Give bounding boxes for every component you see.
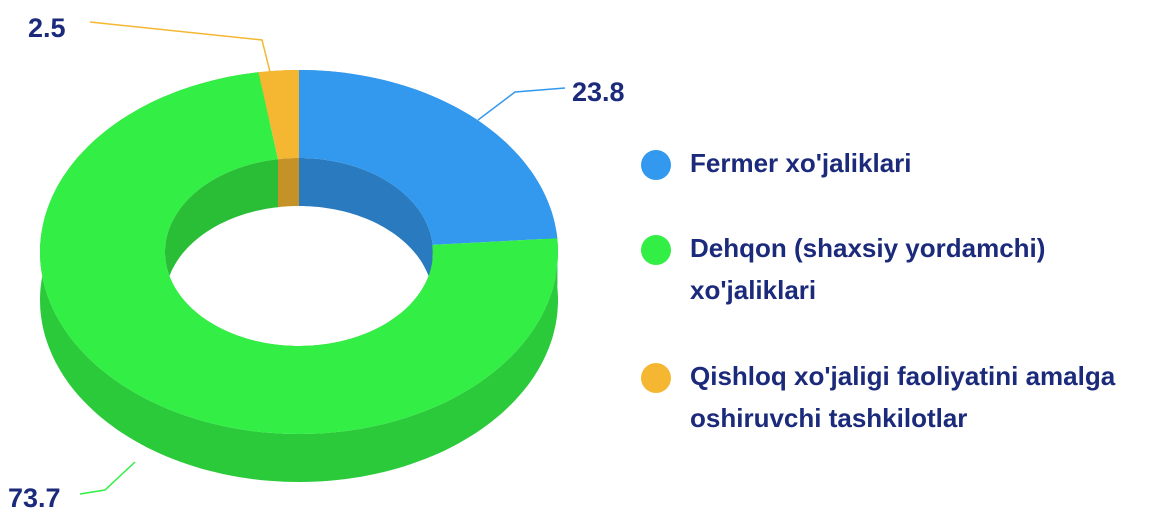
legend-line: xo'jaliklari bbox=[690, 275, 816, 305]
data-label: 23.8 bbox=[572, 77, 625, 107]
data-label: 2.5 bbox=[28, 13, 66, 43]
leader-line bbox=[477, 87, 566, 121]
legend-line: Qishloq xo'jaligi faoliyatini amalga bbox=[690, 361, 1116, 391]
slice bbox=[299, 70, 558, 245]
leader-line bbox=[89, 21, 271, 73]
inner-wall bbox=[299, 158, 433, 293]
legend-label: Qishloq xo'jaligi faoliyatini amalga oshi… bbox=[690, 361, 1116, 433]
slice bbox=[258, 70, 299, 160]
slice bbox=[40, 72, 558, 434]
leader-line bbox=[79, 461, 136, 495]
legend-label: Dehqon (shaxsiy yordamchi) xo'jaliklari bbox=[690, 233, 1045, 305]
legend: Fermer xo'jaliklari Dehqon (shaxsiy yorda… bbox=[641, 148, 1116, 433]
legend-swatch bbox=[641, 150, 671, 180]
legend-line: oshiruvchi tashkilotlar bbox=[690, 403, 967, 433]
legend-label: Fermer xo'jaliklari bbox=[690, 148, 912, 178]
legend-line: Dehqon (shaxsiy yordamchi) bbox=[690, 233, 1045, 263]
legend-swatch bbox=[641, 363, 671, 393]
data-label: 73.7 bbox=[8, 483, 61, 513]
inner-wall bbox=[278, 158, 299, 208]
donut bbox=[40, 70, 558, 482]
legend-swatch bbox=[641, 235, 671, 265]
